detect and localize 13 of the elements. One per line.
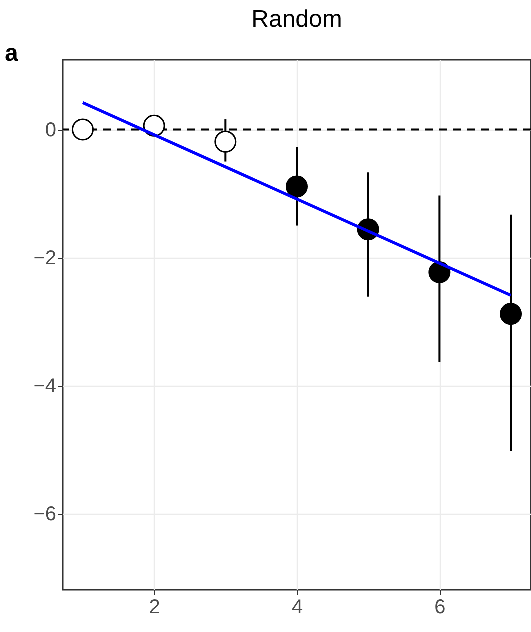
y-tick-label: −4 [34,375,56,398]
text: a [5,40,19,67]
point [214,130,237,153]
point [500,303,522,326]
point [286,176,308,198]
chart-title: Random [252,6,342,33]
x-tick-label: 2 [149,596,160,618]
x-tick-label: 4 [292,596,304,618]
y-tick-label: 0 [45,119,56,142]
point [72,118,94,141]
x-tick-label: 6 [434,596,446,618]
y-tick-label: −2 [34,247,56,270]
y-tick-label: −6 [34,503,56,526]
